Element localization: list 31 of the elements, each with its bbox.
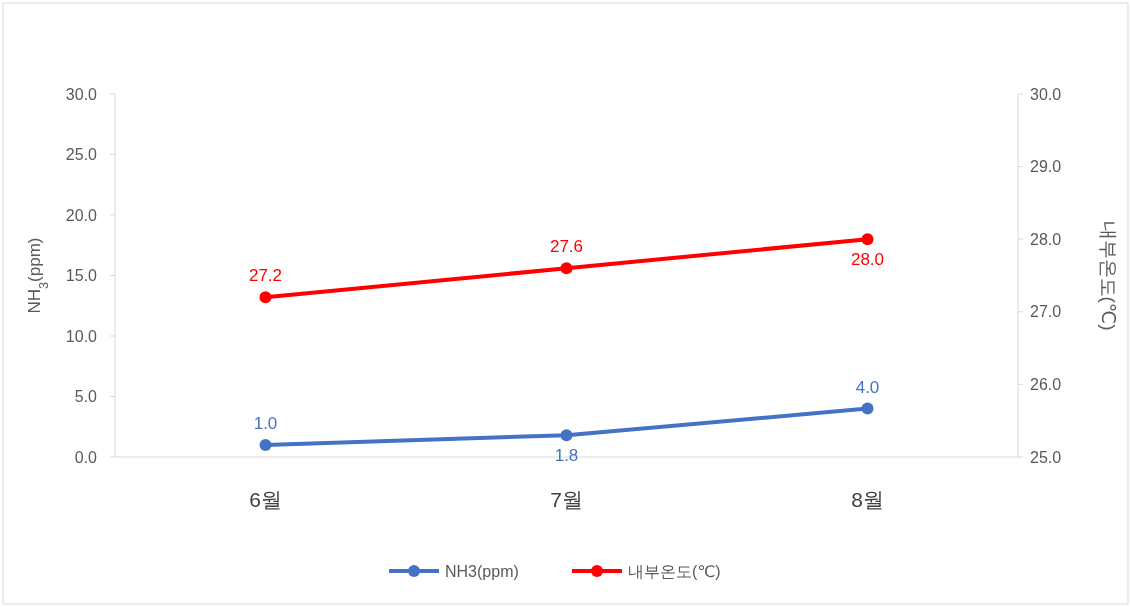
y-tick-label: 30.0 <box>65 85 98 103</box>
legend-label: 내부온도(℃) <box>628 562 721 580</box>
y2-tick-label: 26.0 <box>1030 376 1062 393</box>
point <box>259 438 272 451</box>
x-tick-label: 8월 <box>851 488 884 511</box>
y-tick-label: 25.0 <box>65 146 98 164</box>
y-tick-label: 10.0 <box>65 327 98 345</box>
y2-tick-label: 28.0 <box>1030 230 1062 248</box>
x-tick-label: 7월 <box>550 488 583 511</box>
data-label: 28.0 <box>850 250 885 270</box>
data-label: 4.0 <box>855 377 880 397</box>
data-label: 1.0 <box>253 413 278 433</box>
point <box>259 291 272 304</box>
y2-tick-label: 25.0 <box>1030 448 1062 466</box>
y2-tick-label: 30.0 <box>1030 85 1062 103</box>
y-tick-label: 15.0 <box>65 267 98 285</box>
legend-label: NH3(ppm) <box>445 562 519 580</box>
data-label: 27.6 <box>549 237 584 257</box>
y2-tick-label: 29.0 <box>1030 158 1062 176</box>
point <box>560 262 573 275</box>
data-label: 27.2 <box>248 266 283 286</box>
y-tick-label: 5.0 <box>74 388 98 406</box>
y-tick-label: 20.0 <box>65 206 98 224</box>
x-tick-label: 6월 <box>249 488 282 511</box>
y2-tick-label: 27.0 <box>1030 303 1062 321</box>
y2-axis-title: 내부온도(℃) <box>1098 220 1119 331</box>
y-tick-label: 0.0 <box>74 448 98 466</box>
point <box>560 429 573 442</box>
point <box>861 402 874 415</box>
point <box>861 233 874 246</box>
data-label: 1.8 <box>554 446 579 466</box>
